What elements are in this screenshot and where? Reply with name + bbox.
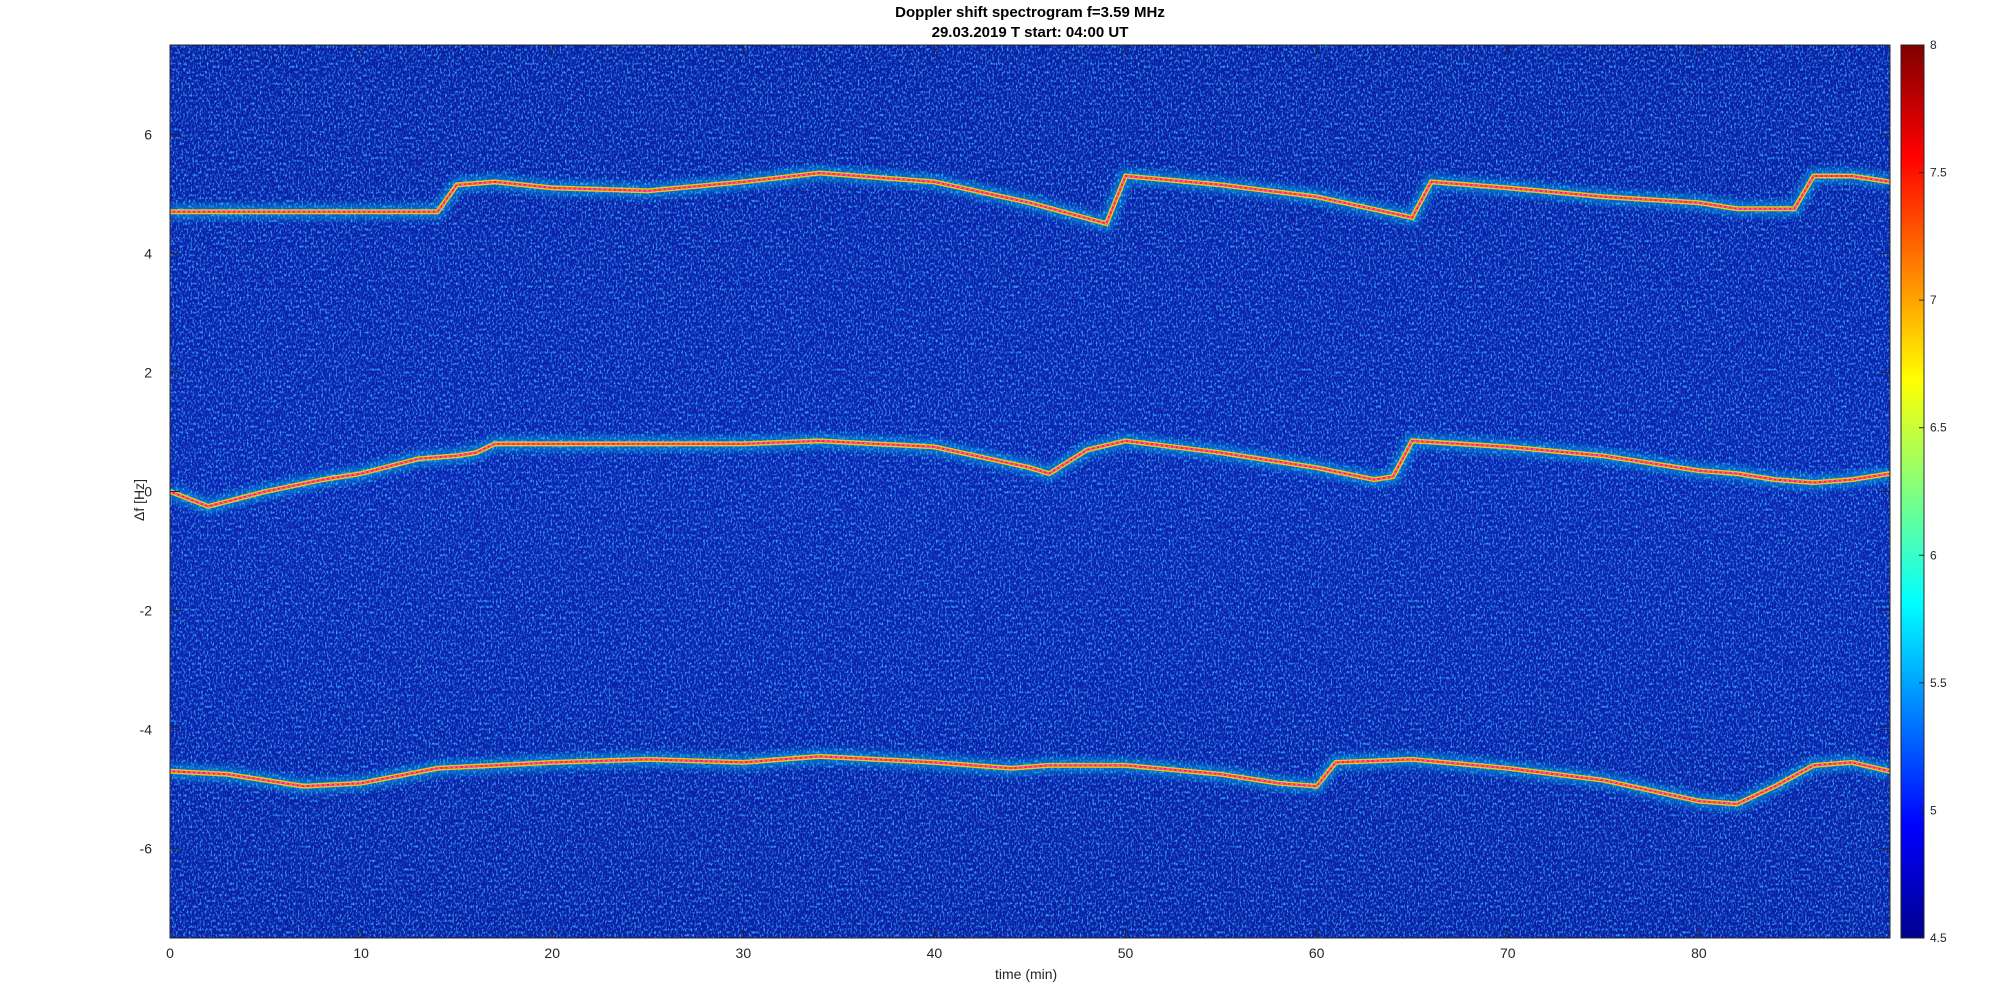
x-tick-label: 0 (166, 945, 174, 961)
y-axis-label: Δf [Hz] (131, 478, 148, 522)
colorbar-tick-label: 4.5 (1930, 931, 1947, 945)
chart-subtitle: 29.03.2019 T start: 04:00 UT (931, 24, 1129, 41)
y-axis: -6 -4 -2 0 2 4 6 (140, 126, 1890, 857)
chart-title: Doppler shift spectrogram f=3.59 MHz (895, 4, 1165, 21)
plot-noise (170, 45, 1890, 938)
x-tick-label: 50 (1118, 945, 1134, 961)
y-tick-label: 2 (144, 364, 152, 380)
x-tick-label: 70 (1500, 945, 1516, 961)
colorbar-tick-label: 5 (1930, 803, 1937, 817)
x-tick-label: 10 (353, 945, 369, 961)
colorbar-ticks: 4.5 5 5.5 6 6.5 7 7.5 8 (1919, 38, 1947, 945)
colorbar-tick-label: 5.5 (1930, 676, 1947, 690)
y-tick-label: -2 (140, 603, 153, 619)
trace-2-fit (170, 172, 1890, 225)
trace-1-fit (170, 440, 1890, 508)
colorbar (1900, 44, 1925, 939)
colorbar-tick-label: 7 (1930, 293, 1937, 307)
colorbar-tick-label: 8 (1930, 38, 1937, 52)
x-axis: 0 10 20 30 40 50 60 70 80 (166, 45, 1707, 961)
x-tick-label: 20 (544, 945, 560, 961)
trace-3-core (170, 755, 1890, 806)
colorbar-tick-label: 6 (1930, 548, 1937, 562)
y-tick-label: -6 (140, 841, 153, 857)
y-tick-label: 6 (144, 126, 152, 142)
y-tick-label: 0 (144, 484, 152, 500)
x-tick-label: 80 (1691, 945, 1707, 961)
x-tick-label: 30 (736, 945, 752, 961)
x-tick-label: 40 (927, 945, 943, 961)
traces-layer (170, 164, 1890, 813)
x-axis-label: time (min) (995, 966, 1058, 982)
colorbar-tick-label: 7.5 (1930, 166, 1947, 180)
x-tick-label: 60 (1309, 945, 1325, 961)
y-tick-label: 4 (144, 245, 152, 261)
y-tick-label: -4 (140, 722, 153, 738)
colorbar-tick-label: 6.5 (1930, 421, 1947, 435)
